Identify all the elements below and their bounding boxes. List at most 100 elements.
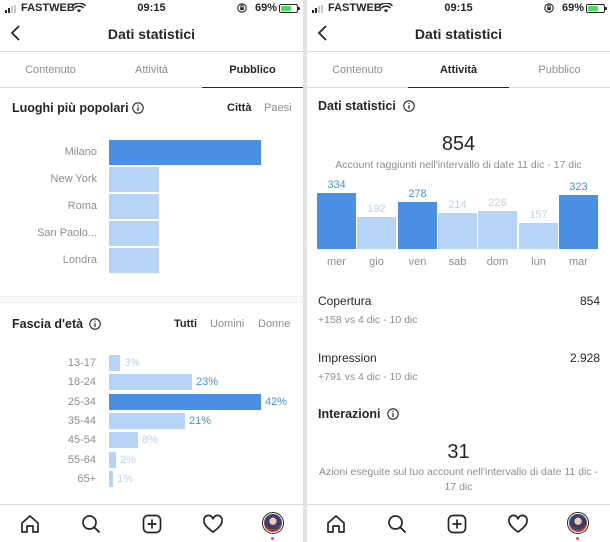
notification-dot xyxy=(271,537,274,540)
add-post-icon[interactable] xyxy=(446,513,468,535)
place-label: Londra xyxy=(62,254,97,266)
profile-avatar[interactable] xyxy=(262,512,284,534)
nav-bar: Dati statistici xyxy=(307,16,610,52)
filter-men[interactable]: Uomini xyxy=(210,318,245,330)
age-percentage: 42% xyxy=(265,396,288,408)
active-tab-indicator xyxy=(202,87,303,88)
notification-dot xyxy=(576,537,579,540)
place-bar xyxy=(109,140,261,165)
age-range-label: 45-54 xyxy=(67,434,96,446)
home-icon[interactable] xyxy=(325,513,347,535)
back-arrow-icon[interactable] xyxy=(8,24,24,42)
place-label: Milano xyxy=(64,146,97,158)
day-bar xyxy=(317,193,356,249)
day-bar xyxy=(478,211,517,249)
place-bar xyxy=(109,194,159,219)
search-icon[interactable] xyxy=(80,513,102,535)
age-percentage: 1% xyxy=(117,473,133,485)
day-value-label: 278 xyxy=(408,188,427,200)
age-range-label: 35-44 xyxy=(67,415,96,427)
age-bar xyxy=(109,471,113,487)
impressions-label: Impression xyxy=(318,351,377,365)
bottom-nav xyxy=(0,504,303,542)
day-value-label: 214 xyxy=(448,199,467,211)
section-divider xyxy=(0,296,303,303)
place-bar xyxy=(109,167,159,192)
home-icon[interactable] xyxy=(19,513,41,535)
page-title: Dati statistici xyxy=(414,26,503,42)
day-label: dom xyxy=(486,256,509,268)
day-label: gio xyxy=(369,256,384,268)
day-label: mar xyxy=(569,256,588,268)
coverage-label: Copertura xyxy=(318,294,372,308)
tab-content[interactable]: Contenuto xyxy=(25,64,76,76)
age-bar xyxy=(109,413,185,429)
status-time: 09:15 xyxy=(137,2,166,14)
info-icon[interactable] xyxy=(89,318,101,330)
age-percentage: 3% xyxy=(124,357,140,369)
day-bar xyxy=(519,223,558,249)
status-bar: FASTWEB 09:15 69% xyxy=(307,0,610,16)
back-arrow-icon[interactable] xyxy=(315,24,331,42)
interactions-title: Interazioni xyxy=(318,407,381,421)
info-icon[interactable] xyxy=(132,102,144,114)
add-post-icon[interactable] xyxy=(141,513,163,535)
place-label: New York xyxy=(50,173,97,185)
day-bar xyxy=(559,195,598,249)
day-value-label: 323 xyxy=(569,181,588,193)
age-range-label: 65+ xyxy=(77,473,96,485)
tab-audience[interactable]: Pubblico xyxy=(229,64,276,76)
signal-icon xyxy=(5,5,19,13)
status-time: 09:15 xyxy=(444,2,473,14)
place-bar xyxy=(109,248,159,273)
place-label: San Paolo... xyxy=(37,227,97,239)
age-range-label: 25-34 xyxy=(67,396,96,408)
age-range-label: 55-64 xyxy=(67,454,96,466)
age-range-label: 18-24 xyxy=(67,376,96,388)
carrier-name: FASTWEB xyxy=(328,2,382,14)
battery-percentage: 69% xyxy=(561,2,584,14)
wifi-icon xyxy=(72,3,86,13)
search-icon[interactable] xyxy=(386,513,408,535)
day-label: ven xyxy=(408,256,427,268)
age-percentage: 23% xyxy=(196,376,219,388)
age-percentage: 2% xyxy=(120,454,136,466)
carrier-name: FASTWEB xyxy=(21,2,75,14)
panel-audience: FASTWEB 09:15 69% Dati statistici Conten… xyxy=(0,0,303,542)
heart-icon[interactable] xyxy=(202,513,224,535)
tab-bar: Contenuto Attività Pubblico xyxy=(307,52,610,88)
tab-activity[interactable]: Attività xyxy=(134,64,168,76)
interactions-total: 31 xyxy=(447,441,470,463)
info-icon[interactable] xyxy=(403,100,415,112)
stats-title: Dati statistici xyxy=(318,99,396,113)
coverage-value: 854 xyxy=(579,294,600,308)
day-value-label: 192 xyxy=(367,203,386,215)
tab-activity[interactable]: Attività xyxy=(439,64,478,76)
age-title: Fascia d'età xyxy=(12,317,84,331)
day-bar xyxy=(357,217,396,249)
tab-content[interactable]: Contenuto xyxy=(332,64,383,76)
filter-countries[interactable]: Paesi xyxy=(264,102,292,114)
info-icon[interactable] xyxy=(387,408,399,420)
age-percentage: 8% xyxy=(142,434,158,446)
coverage-comparison: +158 vs 4 dic - 10 dic xyxy=(318,314,418,326)
place-bar xyxy=(109,221,159,246)
filter-women[interactable]: Donne xyxy=(258,318,291,330)
age-bar xyxy=(109,452,116,468)
day-value-label: 157 xyxy=(529,209,548,221)
filter-all[interactable]: Tutti xyxy=(174,318,198,330)
place-label: Roma xyxy=(67,200,97,212)
profile-avatar[interactable] xyxy=(567,512,589,534)
age-percentage: 21% xyxy=(189,415,212,427)
impressions-value: 2.928 xyxy=(569,351,600,365)
tab-bar: Contenuto Attività Pubblico xyxy=(0,52,303,88)
tab-audience[interactable]: Pubblico xyxy=(538,64,581,76)
age-bar xyxy=(109,374,192,390)
status-bar: FASTWEB 09:15 69% xyxy=(0,0,303,16)
age-bar xyxy=(109,432,138,448)
page-title: Dati statistici xyxy=(107,26,196,42)
day-value-label: 334 xyxy=(327,179,346,191)
day-label: sab xyxy=(448,256,467,268)
heart-icon[interactable] xyxy=(507,513,529,535)
filter-cities[interactable]: Città xyxy=(227,102,252,114)
